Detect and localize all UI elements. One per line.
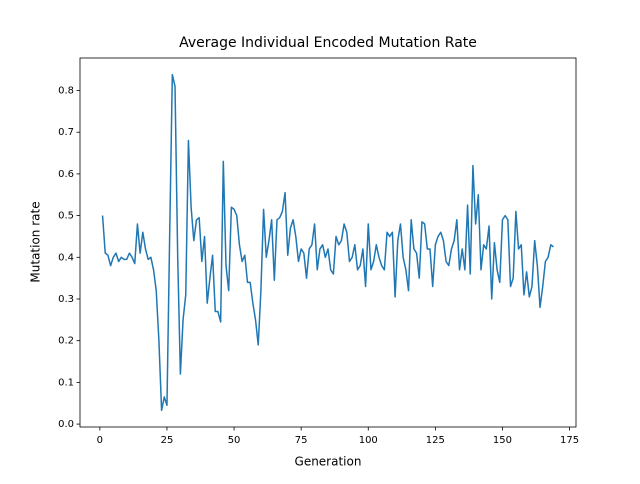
y-tick-label: 0.8 <box>58 86 74 97</box>
x-tick-label: 50 <box>228 435 241 446</box>
y-tick-label: 0.2 <box>58 336 74 347</box>
y-axis-label: Mutation rate <box>29 201 43 282</box>
y-tick-label: 0.6 <box>58 169 74 180</box>
x-axis-label: Generation <box>295 455 362 469</box>
y-tick-label: 0.7 <box>58 127 74 138</box>
x-tick-label: 0 <box>97 435 103 446</box>
plot-frame <box>79 57 577 428</box>
y-tick-label: 0.1 <box>58 377 74 388</box>
y-tick-label: 0.5 <box>58 211 74 222</box>
x-tick-label: 75 <box>295 435 308 446</box>
x-tick-label: 100 <box>359 435 378 446</box>
x-tick-label: 175 <box>560 435 579 446</box>
y-tick-label: 0.4 <box>58 252 74 263</box>
y-tick-label: 0.0 <box>58 419 74 430</box>
x-tick-label: 150 <box>493 435 512 446</box>
x-tick-label: 25 <box>161 435 174 446</box>
line-series <box>101 73 554 412</box>
x-tick-label: 125 <box>426 435 445 446</box>
chart-title: Average Individual Encoded Mutation Rate <box>179 35 477 51</box>
y-tick-label: 0.3 <box>58 294 74 305</box>
